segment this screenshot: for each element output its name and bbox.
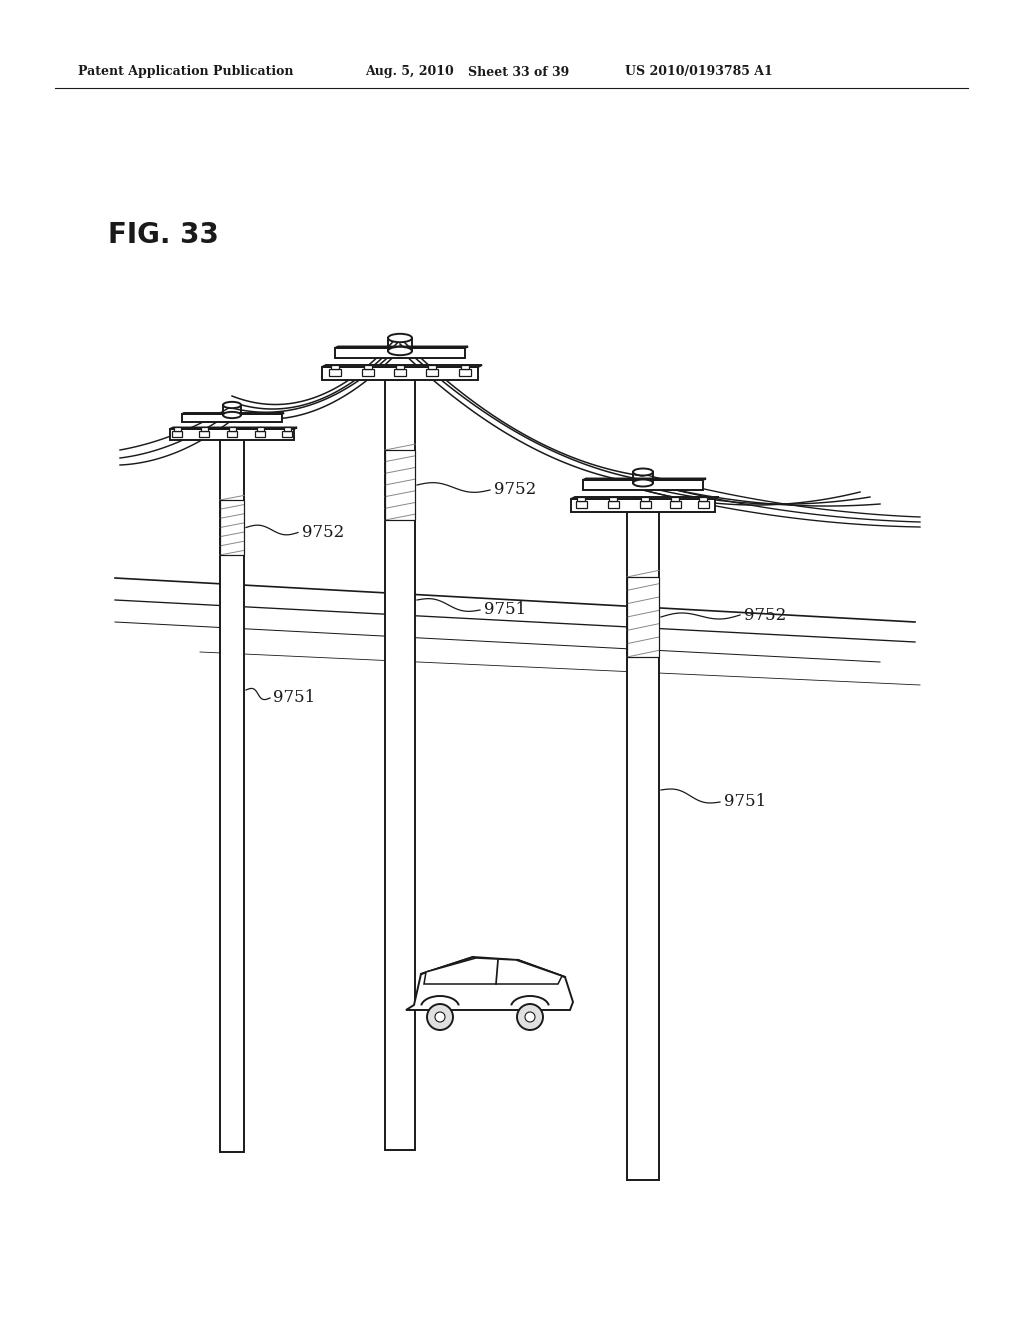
Bar — [331, 364, 339, 370]
Polygon shape — [335, 346, 468, 348]
Bar — [201, 428, 208, 432]
Bar — [227, 432, 237, 437]
Polygon shape — [170, 428, 297, 429]
Text: Aug. 5, 2010: Aug. 5, 2010 — [365, 66, 454, 78]
Bar — [641, 496, 649, 502]
Bar — [699, 496, 707, 502]
Text: FIG. 33: FIG. 33 — [108, 220, 219, 249]
Polygon shape — [220, 440, 244, 1152]
Bar — [394, 370, 406, 376]
Bar — [199, 432, 209, 437]
Polygon shape — [220, 500, 244, 554]
Bar — [329, 370, 341, 376]
Polygon shape — [583, 479, 706, 480]
Bar — [255, 432, 265, 437]
Bar — [459, 370, 471, 376]
Text: 9751: 9751 — [484, 602, 526, 619]
Polygon shape — [322, 367, 478, 380]
Text: 9752: 9752 — [744, 606, 786, 623]
Bar — [428, 364, 436, 370]
Polygon shape — [571, 499, 715, 512]
Bar — [173, 428, 180, 432]
Bar — [607, 502, 618, 508]
Bar — [426, 370, 438, 376]
Bar — [256, 428, 263, 432]
Polygon shape — [406, 957, 573, 1010]
Polygon shape — [322, 366, 482, 367]
Bar — [640, 502, 650, 508]
Circle shape — [517, 1005, 543, 1030]
Text: 9751: 9751 — [273, 689, 315, 706]
Bar — [670, 502, 681, 508]
Ellipse shape — [633, 479, 653, 487]
Text: 9752: 9752 — [494, 482, 537, 499]
Polygon shape — [385, 450, 415, 520]
Bar — [578, 496, 585, 502]
Polygon shape — [583, 480, 703, 490]
Ellipse shape — [633, 469, 653, 475]
Circle shape — [435, 1012, 445, 1022]
Text: US 2010/0193785 A1: US 2010/0193785 A1 — [625, 66, 773, 78]
Polygon shape — [424, 958, 562, 983]
Bar — [461, 364, 469, 370]
Circle shape — [525, 1012, 535, 1022]
Bar — [364, 364, 372, 370]
Bar — [172, 432, 182, 437]
Bar — [228, 428, 236, 432]
Bar — [671, 496, 679, 502]
Polygon shape — [170, 429, 294, 440]
Bar — [575, 502, 587, 508]
Text: 9752: 9752 — [302, 524, 344, 541]
Bar — [396, 364, 404, 370]
Ellipse shape — [388, 347, 412, 355]
Ellipse shape — [388, 334, 412, 342]
Bar — [362, 370, 374, 376]
Polygon shape — [627, 577, 659, 657]
Ellipse shape — [223, 401, 241, 408]
Text: 9751: 9751 — [724, 793, 766, 810]
Bar — [697, 502, 709, 508]
Polygon shape — [571, 498, 719, 499]
Circle shape — [427, 1005, 453, 1030]
Polygon shape — [627, 512, 659, 1180]
Bar — [284, 428, 291, 432]
Polygon shape — [385, 380, 415, 1150]
Text: Sheet 33 of 39: Sheet 33 of 39 — [468, 66, 569, 78]
Polygon shape — [335, 348, 465, 358]
Text: Patent Application Publication: Patent Application Publication — [78, 66, 294, 78]
Bar — [609, 496, 616, 502]
Bar — [282, 432, 292, 437]
Polygon shape — [182, 414, 282, 422]
Ellipse shape — [223, 412, 241, 418]
